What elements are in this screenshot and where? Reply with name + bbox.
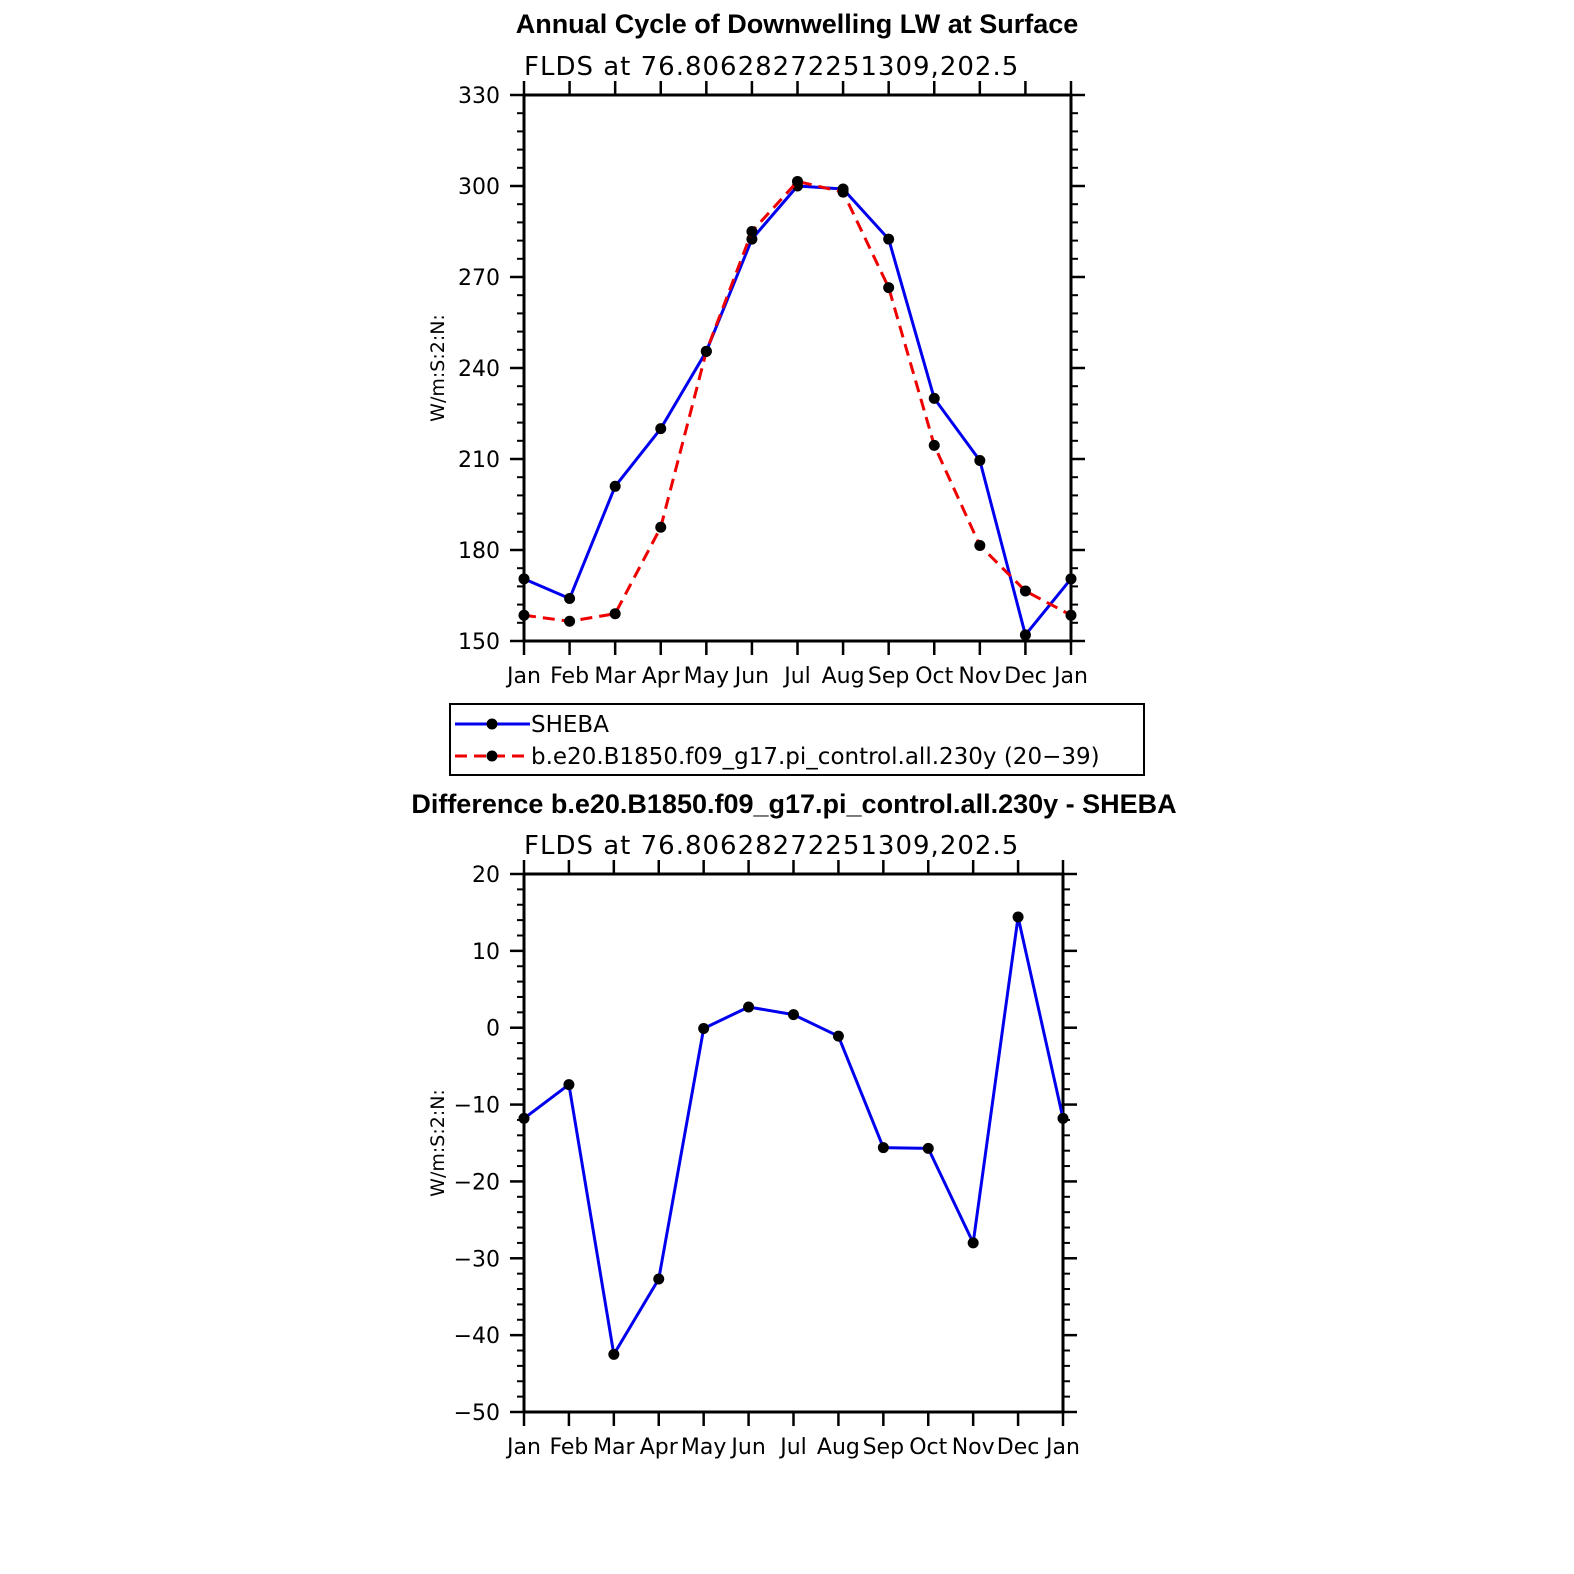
series-1-point <box>655 423 667 435</box>
x-tick-label: Mar <box>594 664 636 689</box>
series-1-point <box>1057 1112 1069 1124</box>
series-1-point <box>653 1273 665 1285</box>
y-tick-label: −40 <box>454 1324 500 1349</box>
y-tick-label: −50 <box>454 1401 500 1426</box>
series-2-point <box>746 226 758 237</box>
y-tick-label: −20 <box>454 1170 500 1195</box>
y-tick-label: 180 <box>458 539 500 564</box>
series-2-point <box>609 608 621 620</box>
series-1-point <box>967 1237 979 1249</box>
series-line-1 <box>523 184 1073 637</box>
series-2-point <box>1019 585 1031 597</box>
y-tick-label: 270 <box>458 266 500 291</box>
series-1-point <box>1012 911 1024 923</box>
series-1-point <box>788 1009 799 1021</box>
series-1-point <box>1065 573 1077 585</box>
series-1-point <box>883 233 895 245</box>
chart-2-plot: −50 −40 −30 −20 −10 0 10 20 Jan Feb Mar Apr May Jun Ju… <box>427 860 1080 1460</box>
series-2-point <box>1065 609 1077 621</box>
x-tick-label: Apr <box>642 664 681 689</box>
series-2-point <box>883 282 895 294</box>
x-tick-label: May <box>681 1435 726 1460</box>
series-2-point <box>518 609 530 621</box>
series-1-point <box>564 593 576 605</box>
series-1-point <box>1019 629 1031 641</box>
series-1-point <box>608 1348 620 1360</box>
series-1-point <box>832 1030 844 1042</box>
y-tick-label: 240 <box>458 357 500 382</box>
plot-frame <box>522 872 1065 1414</box>
y-axis-label: W/m:S:2:N: <box>427 1089 449 1197</box>
x-tick-label: Jan <box>1052 664 1088 689</box>
x-tick-label: Sep <box>863 1435 904 1460</box>
x-tick-label: Oct <box>915 664 953 689</box>
x-tick-label: Feb <box>549 1435 588 1460</box>
x-tick-label: Jul <box>782 664 811 689</box>
y-tick-label: 20 <box>472 863 500 888</box>
x-tick-label: Aug <box>817 1435 860 1460</box>
legend-label-2: b.e20.B1850.f09_g17.pi_control.all.230y … <box>531 744 1100 770</box>
chart-1-plot: 150 180 210 240 270 300 330 Jan Feb Mar Apr May Jun J… <box>427 81 1088 689</box>
y-tick-label: 210 <box>458 448 500 473</box>
series-1-point <box>698 1022 710 1034</box>
x-tick-label: Oct <box>909 1435 947 1460</box>
y-tick-label: 150 <box>458 630 500 655</box>
y-tick-label: 0 <box>486 1017 500 1042</box>
x-tick-label: Jan <box>1044 1435 1080 1460</box>
x-tick-label: Feb <box>550 664 589 689</box>
x-tick-label: Nov <box>958 664 1001 689</box>
chart-2-title: Difference b.e20.B1850.f09_g17.pi_contro… <box>411 789 1176 819</box>
x-tick-label: Mar <box>593 1435 635 1460</box>
x-tick-label: Jan <box>505 1435 541 1460</box>
x-tick-label: Jul <box>778 1435 807 1460</box>
series-1-point <box>518 1112 530 1124</box>
series-2-point <box>928 439 940 451</box>
x-tick-label: Jan <box>505 664 541 689</box>
series-2-point <box>974 539 986 551</box>
x-tick-label: Nov <box>952 1435 995 1460</box>
x-tick-label: Aug <box>822 664 865 689</box>
x-tick-label: Dec <box>1004 664 1047 689</box>
legend-marker-2 <box>486 750 498 762</box>
y-axis-label: W/m:S:2:N: <box>427 314 449 422</box>
y-tick-label: −10 <box>454 1094 500 1119</box>
x-tick-label: Apr <box>640 1435 679 1460</box>
x-tick-label: Jun <box>733 664 769 689</box>
series-line-1 <box>523 915 1065 1356</box>
series-1-point <box>563 1079 575 1091</box>
legend: SHEBA b.e20.B1850.f09_g17.pi_control.all.… <box>449 703 1145 776</box>
legend-marker-1 <box>486 718 498 730</box>
x-tick-label: Sep <box>868 664 909 689</box>
series-1-point <box>743 1001 755 1013</box>
x-tick-label: Jun <box>729 1435 765 1460</box>
series-1-point <box>974 455 986 467</box>
y-tick-label: −30 <box>454 1247 500 1272</box>
chart-2-subtitle: FLDS at 76.80628272251309,202.5 <box>524 831 1019 861</box>
series-1-point <box>877 1142 889 1154</box>
series-2-point <box>700 345 712 357</box>
series-1-point <box>609 480 621 492</box>
series-2-point <box>837 186 849 198</box>
series-1-point <box>922 1142 934 1154</box>
series-1-point <box>928 392 940 404</box>
series-1-point <box>518 573 530 585</box>
series-line-2 <box>523 179 1072 623</box>
legend-label-1: SHEBA <box>531 712 609 738</box>
y-tick-label: 10 <box>472 940 500 965</box>
y-tick-label: 300 <box>458 175 500 200</box>
series-2-point <box>792 175 803 187</box>
series-2-point <box>655 521 667 533</box>
chart-1-title: Annual Cycle of Downwelling LW at Surfac… <box>516 9 1079 39</box>
series-2-point <box>564 615 576 627</box>
y-tick-label: 330 <box>458 84 500 109</box>
x-tick-label: Dec <box>997 1435 1040 1460</box>
x-tick-label: May <box>684 664 729 689</box>
legend-box <box>449 703 1145 776</box>
chart-1-subtitle: FLDS at 76.80628272251309,202.5 <box>524 52 1019 82</box>
